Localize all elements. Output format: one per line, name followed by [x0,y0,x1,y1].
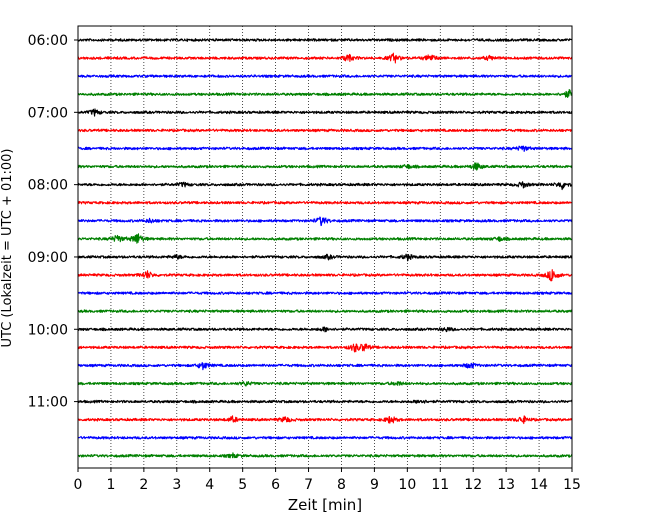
trace-0845 [77,233,573,244]
y-tick-label: 10:00 [28,322,68,338]
x-tick-label: 15 [563,477,581,493]
y-axis-label: UTC (Lokalzeit = UTC + 01:00) [0,149,15,348]
x-tick-label: 14 [530,477,548,493]
trace-0815 [77,200,573,205]
y-tick-label: 11:00 [28,395,68,411]
x-tick-label: 10 [398,477,416,493]
trace-group [77,38,573,459]
y-tick-label: 08:00 [28,178,68,194]
trace-1000 [77,326,573,333]
x-tick-label: 0 [74,477,83,493]
trace-1015 [77,343,573,353]
y-axis-ticks: 06:00 07:00 08:00 09:00 10:00 11:00 [28,33,78,411]
trace-1130 [77,435,573,440]
trace-0615 [77,52,573,64]
x-tick-label: 5 [238,477,247,493]
trace-0800 [77,181,573,191]
x-axis-label: Zeit [min] [288,496,362,514]
trace-0645 [77,88,573,98]
trace-0945 [77,309,573,314]
trace-0700 [77,108,573,117]
trace-0600 [77,38,573,42]
x-tick-label: 11 [431,477,449,493]
x-tick-label: 12 [464,477,482,493]
trace-0730 [77,145,573,152]
trace-0830 [77,216,573,227]
plot-area-background [78,26,572,468]
x-tick-label: 9 [370,477,379,493]
plot-frame [77,25,573,469]
y-tick-label: 09:00 [28,250,68,266]
x-tick-label: 2 [139,477,148,493]
y-tick-label: 06:00 [28,33,68,49]
trace-0745 [77,162,573,171]
trace-1145 [77,452,573,459]
x-tick-label: 8 [337,477,346,493]
x-tick-label: 3 [172,477,181,493]
trace-0630 [77,74,573,79]
trace-1115 [77,415,573,425]
trace-1030 [77,362,573,371]
x-tick-label: 7 [304,477,313,493]
trace-0715 [77,128,573,133]
x-tick-label: 4 [205,477,214,493]
x-tick-label: 1 [106,477,115,493]
trace-0900 [77,253,573,262]
y-tick-label: 07:00 [28,105,68,121]
trace-0930 [77,291,573,296]
x-axis-ticks: 0 1 2 3 4 5 6 7 8 9 10 11 12 13 14 15 [74,468,581,493]
trace-0915 [77,269,573,282]
trace-1100 [77,399,573,404]
trace-1045 [77,380,573,387]
x-tick-label: 6 [271,477,280,493]
x-tick-label: 13 [497,477,515,493]
